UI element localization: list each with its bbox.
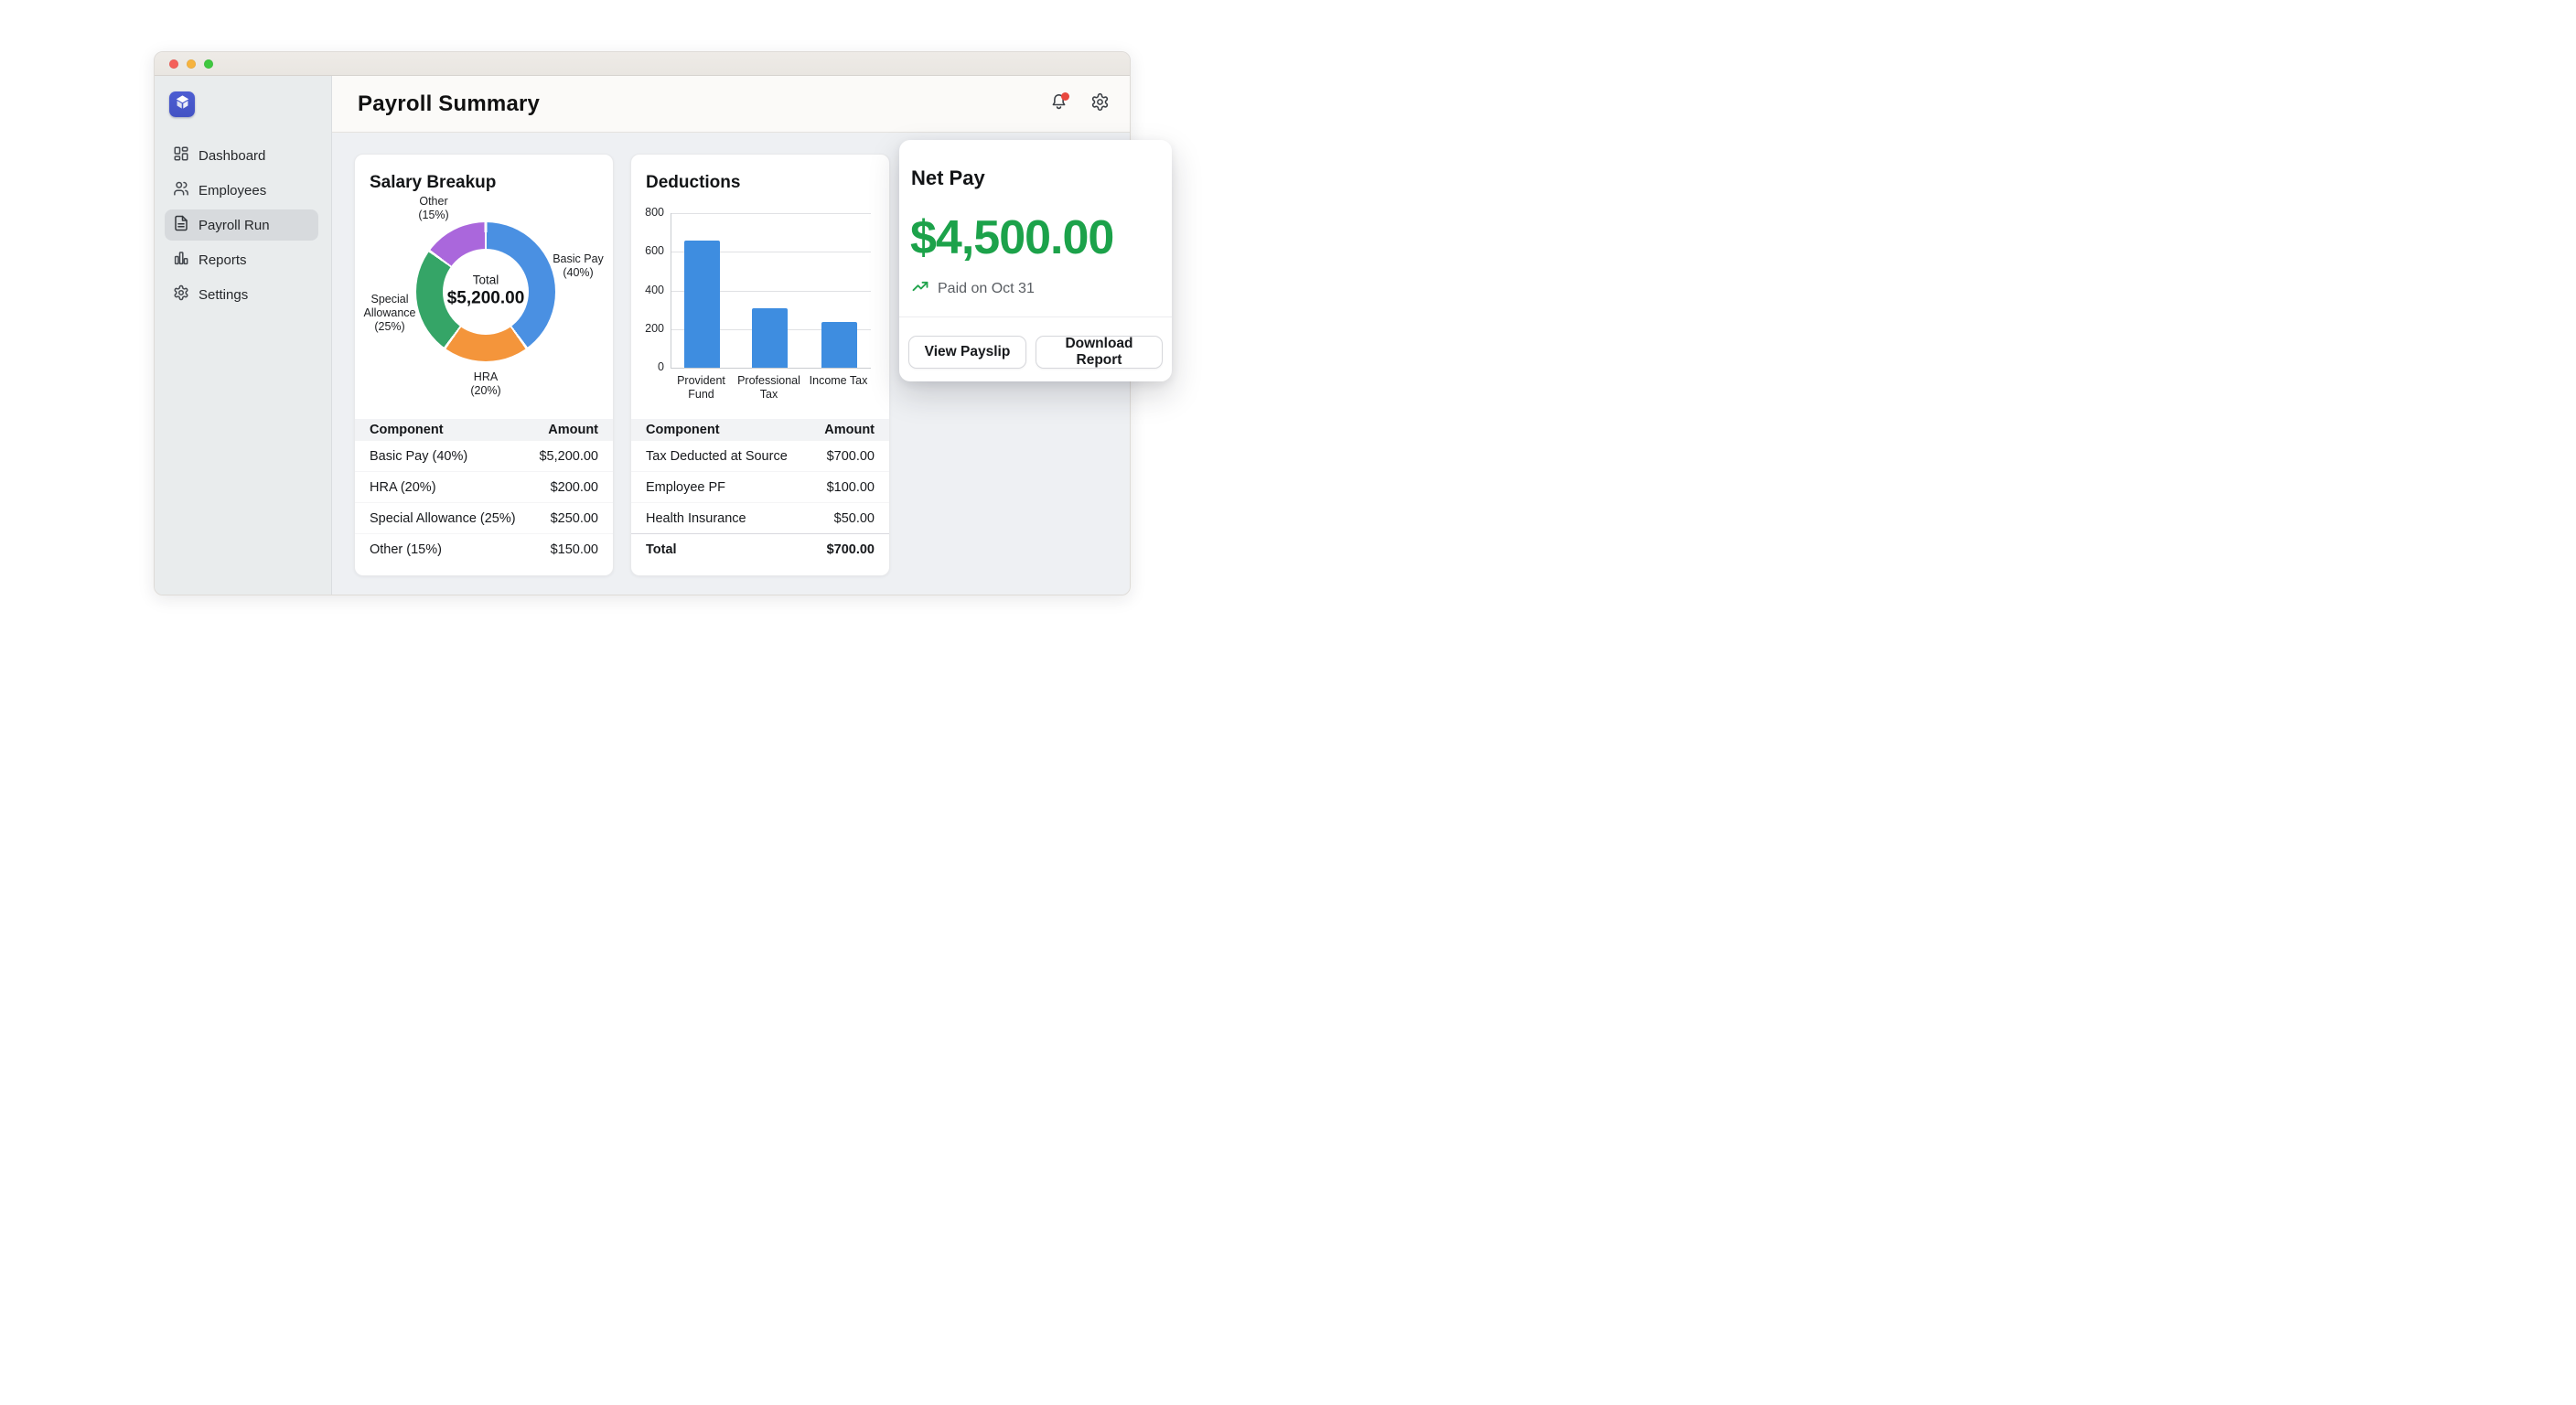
donut-center-label: Total $5,200.00 (446, 273, 525, 308)
component-cell: Employee PF (646, 479, 726, 495)
app-window: Dashboard Employees (154, 51, 1172, 595)
net-pay-card: Net Pay $4,500.00 Paid on Oct 31 View Pa… (899, 140, 1172, 381)
salary-donut-chart: Total $5,200.00 (416, 222, 555, 361)
window-titlebar[interactable] (155, 52, 1130, 76)
component-cell: HRA (20%) (370, 479, 436, 495)
sidebar-item-payroll-run[interactable]: Payroll Run (165, 209, 318, 241)
table-row: Tax Deducted at Source $700.00 (631, 441, 889, 471)
sidebar: Dashboard Employees (155, 76, 332, 595)
settings-button[interactable] (1089, 92, 1110, 116)
gear-icon (1090, 92, 1110, 116)
page: { "window": { "traffic_lights": ["close"… (0, 0, 1288, 702)
component-cell: Tax Deducted at Source (646, 448, 788, 464)
x-axis-label: Provident Fund (677, 374, 725, 401)
gridline (671, 213, 871, 214)
salary-table-body: Basic Pay (40%) $5,200.00 HRA (20%) $200.00… (355, 441, 613, 564)
amount-cell: $250.00 (550, 510, 598, 526)
app-logo (169, 91, 195, 117)
users-icon (173, 180, 189, 200)
component-cell: Special Allowance (25%) (370, 510, 516, 526)
donut-callout-basic-pay: Basic Pay (40%) (553, 252, 604, 279)
notification-dot (1061, 91, 1069, 101)
deductions-card: Deductions 0 200 400 600 800 Provident Fund Pr… (630, 154, 890, 576)
page-title: Payroll Summary (358, 91, 541, 116)
y-axis-tick: 600 (645, 244, 664, 258)
view-payslip-button[interactable]: View Payslip (908, 336, 1026, 369)
table-row: Basic Pay (40%) $5,200.00 (355, 441, 613, 471)
amount-cell: $100.00 (826, 479, 875, 495)
amount-cell: $150.00 (550, 542, 598, 557)
salary-table: Component Amount Basic Pay (40%) $5,200.0… (355, 419, 613, 564)
y-axis-tick: 800 (645, 206, 664, 219)
minimize-button[interactable] (187, 59, 196, 69)
bell-icon (1049, 92, 1068, 116)
y-axis-tick: 200 (645, 321, 664, 335)
component-cell: Total (646, 542, 677, 557)
notifications-button[interactable] (1048, 91, 1069, 116)
bar-provident-fund (684, 240, 720, 368)
bar-professional-tax (752, 307, 788, 368)
sidebar-nav: Dashboard Employees (155, 140, 331, 310)
gridline (671, 290, 871, 292)
amount-cell: $50.00 (833, 510, 875, 526)
x-axis-label: Professional Tax (737, 374, 800, 401)
table-header: Component Amount (355, 419, 613, 441)
amount-cell: $200.00 (550, 479, 598, 495)
sidebar-item-label: Dashboard (199, 147, 266, 164)
document-icon (173, 215, 189, 235)
dashboard-grid-icon (173, 145, 189, 166)
table-row: HRA (20%) $200.00 (355, 471, 613, 502)
donut-hole (443, 249, 529, 335)
sidebar-item-settings[interactable]: Settings (165, 279, 318, 310)
component-cell: Other (15%) (370, 542, 442, 557)
net-pay-amount: $4,500.00 (910, 211, 1114, 264)
x-axis-label: Income Tax (809, 374, 868, 387)
table-total-row: Total $700.00 (631, 533, 889, 564)
salary-breakup-card: Salary Breakup Total $5,200.00 Basic Pay… (354, 154, 614, 576)
content-area: Salary Breakup Total $5,200.00 Basic Pay… (332, 133, 1130, 595)
bar-income-tax (821, 322, 857, 368)
table-row: Other (15%) $150.00 (355, 533, 613, 564)
cube-icon (174, 93, 191, 115)
deductions-table: Component Amount Tax Deducted at Source $… (631, 419, 889, 564)
net-pay-status: Paid on Oct 31 (911, 277, 1035, 300)
donut-callout-other: Other (15%) (418, 195, 449, 221)
amount-cell: $5,200.00 (539, 448, 598, 464)
close-button[interactable] (169, 59, 178, 69)
gear-icon (173, 284, 189, 305)
sidebar-item-label: Employees (199, 182, 267, 198)
amount-cell: $700.00 (826, 542, 875, 557)
table-row: Employee PF $100.00 (631, 471, 889, 502)
table-row: Special Allowance (25%) $250.00 (355, 502, 613, 533)
sidebar-item-reports[interactable]: Reports (165, 244, 318, 275)
amount-cell: $700.00 (826, 448, 875, 464)
donut-callout-hra: HRA (20%) (470, 370, 501, 397)
net-pay-status-text: Paid on Oct 31 (938, 280, 1035, 296)
card-title: Deductions (646, 173, 741, 192)
component-cell: Health Insurance (646, 510, 746, 526)
card-title: Salary Breakup (370, 173, 497, 192)
table-header: Component Amount (631, 419, 889, 441)
divider (899, 316, 1172, 317)
download-report-button[interactable]: Download Report (1036, 336, 1163, 369)
table-row: Health Insurance $50.00 (631, 502, 889, 533)
zoom-button[interactable] (204, 59, 213, 69)
net-pay-title: Net Pay (911, 166, 985, 189)
component-cell: Basic Pay (40%) (370, 448, 468, 464)
trending-up-icon (911, 277, 929, 300)
sidebar-item-label: Reports (199, 252, 247, 268)
y-axis-tick: 400 (645, 283, 664, 296)
y-axis-tick: 0 (658, 360, 664, 373)
sidebar-item-label: Settings (199, 286, 249, 303)
sidebar-item-dashboard[interactable]: Dashboard (165, 140, 318, 171)
bar-plot-area (671, 213, 871, 369)
bar-chart-icon (173, 250, 189, 270)
deductions-table-body: Tax Deducted at Source $700.00 Employee PF… (631, 441, 889, 564)
page-header: Payroll Summary (332, 76, 1130, 133)
sidebar-item-label: Payroll Run (199, 217, 270, 233)
donut-callout-special-allowance: Special Allowance (25%) (363, 293, 416, 333)
sidebar-item-employees[interactable]: Employees (165, 175, 318, 206)
